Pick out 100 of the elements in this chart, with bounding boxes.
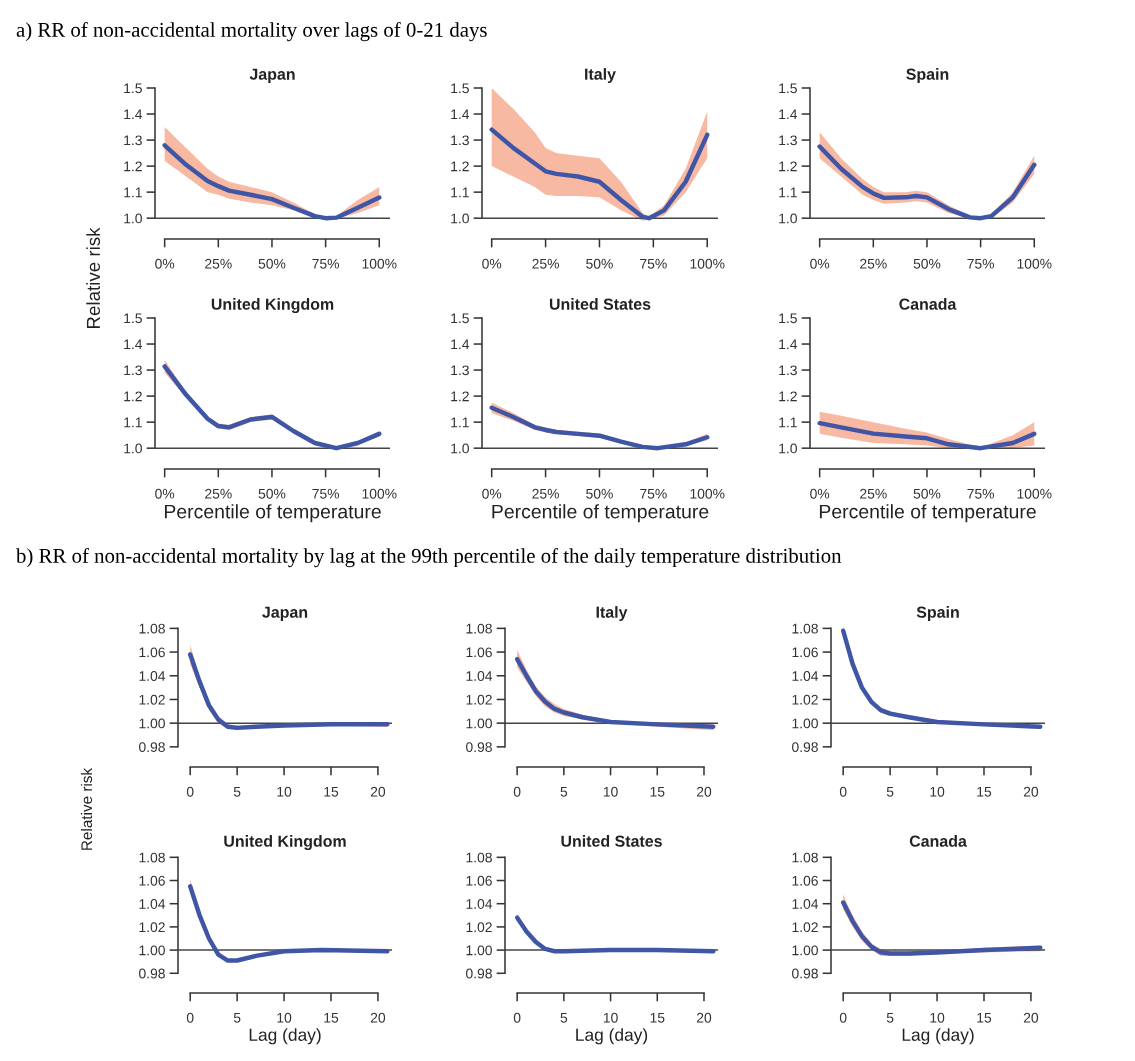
x-tick-label: 5 (886, 786, 894, 797)
y-tick-label: 1.04 (466, 671, 493, 681)
x-tick-label: 100% (362, 258, 397, 269)
x-tick-label: 75% (312, 488, 340, 499)
y-tick-label: 1.02 (139, 694, 165, 705)
y-tick-label: 1.0 (451, 443, 469, 454)
x-tick-label: 25% (205, 258, 232, 269)
y-tick-label: 1.00 (466, 945, 492, 956)
x-tick-label: 5 (560, 786, 568, 797)
text: b) RR of non-accidental mortality by lag at the 99th percentile of the daily temperature distribution (16, 548, 842, 568)
x-axis-title: Percentile of temperature (164, 504, 381, 523)
x-tick-label: 25% (205, 488, 232, 499)
x-axis-title: Lag (day) (902, 1028, 974, 1045)
x-tick-label: 25% (860, 258, 887, 269)
chart-title: Japan (262, 606, 308, 621)
text: a) RR of non-accidental mortality over lags of 0-21 days (16, 22, 487, 42)
chart-title: United States (549, 298, 651, 310)
y-tick-label: 1.0 (124, 443, 142, 454)
y-tick-label: 1.04 (466, 899, 493, 909)
x-tick-label: 10 (930, 1012, 945, 1023)
x-tick-label: 50% (586, 488, 613, 499)
chart-title: Canada (899, 298, 957, 310)
x-tick-label: 10 (603, 1012, 618, 1023)
y-tick-label: 1.1 (451, 417, 469, 428)
y-tick-label: 1.06 (139, 647, 165, 658)
x-tick-label: 75% (967, 488, 995, 499)
y-tick-label: 1.08 (139, 623, 165, 634)
x-tick-label: 15 (650, 1012, 665, 1023)
y-tick-label: 0.98 (139, 742, 165, 753)
y-tick-label: 1.5 (451, 313, 469, 324)
chart-title: Spain (906, 68, 949, 83)
y-tick-label: 1.4 (779, 339, 798, 350)
x-tick-label: 50% (913, 488, 941, 499)
chart-title: United Kingdom (224, 835, 346, 851)
x-tick-label: 20 (696, 786, 712, 797)
line-series (162, 143, 382, 221)
y-tick-label: 1.2 (124, 391, 142, 402)
x-tick-label: 0% (482, 488, 502, 499)
y-tick-label: 1.4 (124, 339, 143, 350)
line-series (489, 127, 710, 221)
chart-title: Italy (596, 606, 628, 621)
y-tick-label: 1.04 (139, 899, 166, 909)
y-tick-label: 0.98 (139, 968, 165, 979)
y-tick-label: 1.5 (779, 83, 797, 94)
x-tick-label: 75% (312, 258, 340, 269)
y-tick-label: 1.2 (779, 161, 797, 172)
y-tick-label: 1.08 (466, 852, 492, 863)
y-tick-label: 1.0 (451, 213, 469, 224)
line-series (817, 144, 1037, 221)
y-tick-label: 1.2 (451, 161, 469, 172)
y-tick-label: 1.04 (792, 899, 819, 909)
y-tick-label: 1.2 (124, 161, 142, 172)
x-tick-label: 0 (513, 786, 521, 797)
y-tick-label: 1.2 (779, 391, 797, 402)
y-tick-label: 1.0 (779, 443, 797, 454)
x-tick-label: 5 (886, 1012, 894, 1023)
x-tick-label: 20 (370, 1012, 386, 1023)
x-tick-label: 15 (977, 786, 992, 797)
x-tick-label: 25% (532, 258, 559, 269)
x-tick-label: 25% (532, 488, 559, 499)
x-tick-label: 20 (696, 1012, 712, 1023)
x-tick-label: 0% (810, 258, 830, 269)
y-tick-label: 1.3 (779, 365, 797, 376)
x-tick-label: 15 (324, 1012, 339, 1023)
chart-title: United States (561, 835, 662, 847)
x-tick-label: 0% (155, 488, 175, 499)
y-tick-label: 1.08 (139, 852, 165, 863)
y-tick-label: 1.4 (451, 339, 470, 350)
y-tick-label: 1.3 (124, 365, 142, 376)
x-tick-label: 100% (1017, 488, 1052, 499)
x-tick-label: 0 (513, 1012, 521, 1023)
y-tick-label: 1.00 (139, 718, 165, 729)
x-tick-label: 75% (967, 258, 995, 269)
y-tick-label: 1.08 (466, 623, 492, 634)
y-tick-label: 1.04 (792, 671, 819, 681)
y-tick-label: 1.1 (124, 187, 142, 198)
y-tick-label: 1.5 (779, 313, 797, 324)
y-axis-title: Relative risk (80, 767, 93, 850)
y-tick-label: 0.98 (792, 742, 818, 753)
chart-title: United Kingdom (211, 298, 334, 314)
x-tick-label: 10 (603, 786, 618, 797)
x-tick-label: 0% (155, 258, 175, 269)
y-tick-label: 1.5 (124, 83, 142, 94)
x-tick-label: 50% (258, 258, 286, 269)
y-tick-label: 1.3 (779, 135, 797, 146)
y-tick-label: 1.1 (779, 187, 797, 198)
x-tick-label: 15 (324, 786, 339, 797)
x-tick-label: 100% (690, 258, 725, 269)
x-axis-title: Percentile of temperature (819, 504, 1036, 523)
chart-title: Japan (249, 68, 295, 83)
y-tick-label: 1.02 (792, 922, 818, 933)
x-tick-label: 20 (1023, 786, 1039, 797)
x-tick-label: 50% (258, 488, 286, 499)
x-tick-label: 50% (586, 258, 613, 269)
y-tick-label: 1.4 (124, 109, 143, 120)
y-tick-label: 1.02 (139, 922, 165, 933)
y-tick-label: 1.06 (792, 647, 818, 658)
y-tick-label: 1.1 (124, 417, 142, 428)
x-tick-label: 75% (640, 488, 667, 499)
x-tick-label: 15 (977, 1012, 992, 1023)
